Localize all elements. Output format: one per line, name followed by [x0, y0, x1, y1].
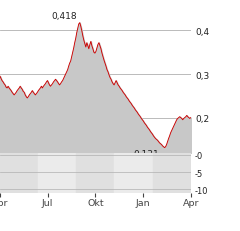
Text: 0,131: 0,131 [134, 150, 160, 159]
Text: 0,418: 0,418 [51, 12, 77, 21]
Bar [114, 154, 153, 193]
Bar [38, 154, 76, 193]
Bar [76, 154, 114, 193]
Bar [153, 154, 191, 193]
Bar [0, 154, 38, 193]
